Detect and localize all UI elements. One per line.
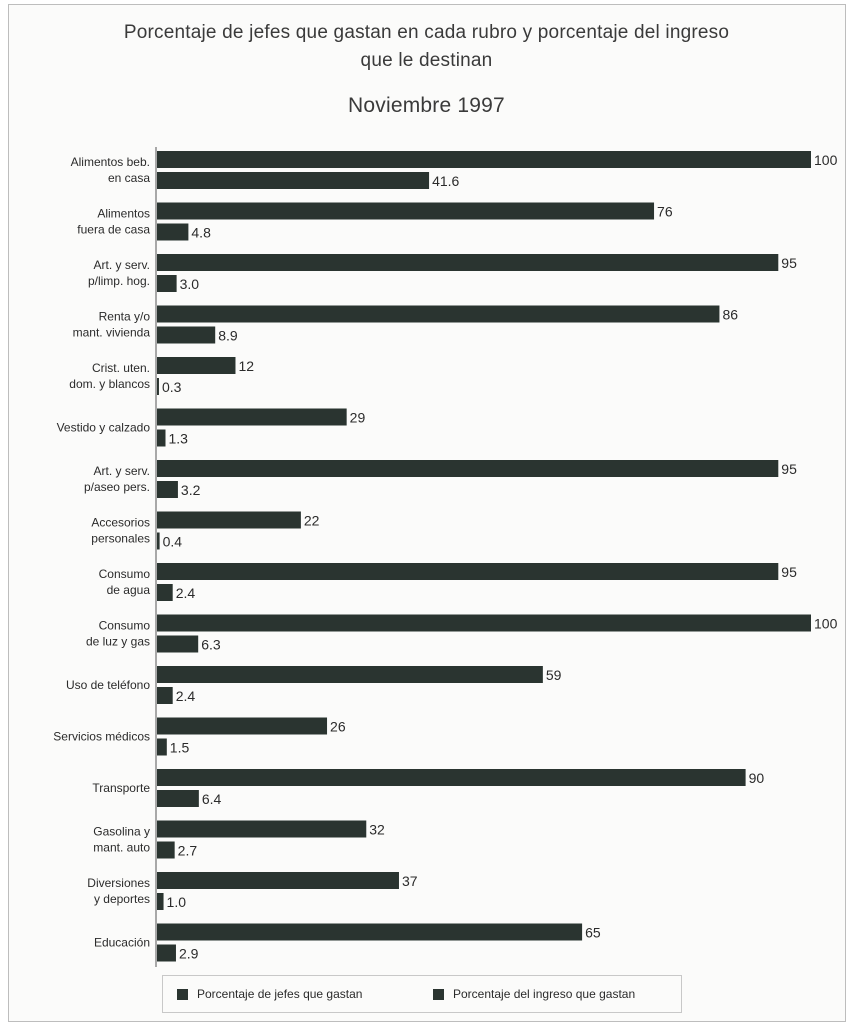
bar-jefes [157,511,301,529]
bar-ingreso [157,481,178,498]
bar-ingreso [157,326,216,344]
category-label: Transporte [92,781,150,795]
category-label: Alimentos beb. en casa [71,155,151,185]
category-label: Gasolina y mant. auto [93,825,150,855]
bars-group [157,151,811,962]
bar-jefes [157,305,720,323]
bar-ingreso [157,893,164,910]
value-label-ingreso: 2.9 [179,946,199,962]
bar-jefes [157,408,347,426]
legend: Porcentaje de jefes que gastan Porcentaj… [162,975,682,1013]
value-label-jefes: 100 [814,152,838,168]
value-label-ingreso: 6.3 [201,637,221,653]
legend-item-jefes: Porcentaje de jefes que gastan [177,987,362,1001]
bar-ingreso [157,429,166,447]
value-label-jefes: 95 [781,255,797,271]
bar-jefes [157,769,746,786]
chart-title-line-1: Porcentaje de jefes que gastan en cada r… [123,22,730,43]
bar-jefes [157,666,543,683]
value-label-ingreso: 2.7 [178,843,198,859]
category-label: Art. y serv. p/aseo pers. [84,464,150,494]
category-label: Vestido y calzado [57,421,151,435]
bar-chart: Alimentos beb. en casa 100 41.6 Alimentos fue… [53,147,838,967]
value-label-ingreso: 3.0 [180,276,200,292]
legend-swatch-ingreso [433,988,444,1000]
chart-subtitle: Noviembre 1997 [348,94,505,117]
bar-jefes [157,357,236,374]
bar-jefes [157,563,779,580]
bar-ingreso [157,275,177,292]
value-label-ingreso: 6.4 [202,791,222,807]
value-label-jefes: 29 [350,410,366,426]
value-label-jefes: 95 [781,461,797,477]
bar-jefes [157,820,367,838]
bar-jefes [157,614,811,632]
category-label: Consumo de agua [99,567,151,597]
category-label: Crist. uten. dom. y blancos [69,361,150,391]
category-label: Servicios médicos [53,730,150,744]
legend-label-jefes: Porcentaje de jefes que gastan [197,987,363,1001]
legend-label-ingreso: Porcentaje del ingreso que gastan [453,987,636,1001]
chart-title-line-2: que le destinan [360,50,493,71]
bar-ingreso [157,635,199,653]
value-label-jefes: 59 [546,667,562,683]
value-label-ingreso: 3.2 [181,482,201,498]
bar-ingreso [157,172,430,189]
value-label-jefes: 100 [814,616,838,632]
bar-ingreso [157,687,173,704]
bar-ingreso [157,223,189,241]
value-label-jefes: 22 [304,513,320,529]
bar-jefes [157,923,583,941]
category-label: Accesorios personales [91,516,150,546]
value-label-jefes: 95 [781,564,797,580]
category-label: Alimentos fuera de casa [77,207,150,237]
bar-ingreso [157,738,167,756]
bar-ingreso [157,584,173,601]
category-label: Consumo de luz y gas [86,619,150,649]
value-label-jefes: 32 [369,822,385,838]
bar-jefes [157,717,328,735]
value-label-jefes: 76 [657,204,673,220]
value-label-ingreso: 8.9 [218,328,238,344]
value-label-ingreso: 4.8 [191,225,211,241]
bar-jefes [157,254,779,271]
labels-group: Alimentos beb. en casa 100 41.6 Alimentos fue… [53,152,837,962]
legend-swatch-jefes [177,988,188,1000]
bar-jefes [157,872,399,889]
bar-ingreso [157,378,159,395]
value-label-jefes: 90 [749,770,765,786]
category-label: Renta y/o mant. vivienda [73,310,151,340]
value-label-ingreso: 2.4 [176,688,196,704]
bar-jefes [157,202,655,220]
bar-ingreso [157,944,176,962]
value-label-ingreso: 1.5 [170,740,190,756]
value-label-ingreso: 41.6 [432,173,459,189]
value-label-ingreso: 1.0 [167,894,187,910]
bar-ingreso [157,841,175,859]
bar-jefes [157,151,811,168]
bar-ingreso [157,532,160,550]
category-label: Educación [94,936,150,950]
bar-jefes [157,460,779,477]
value-label-ingreso: 0.3 [162,379,182,395]
value-label-jefes: 26 [330,719,346,735]
value-label-jefes: 86 [722,307,738,323]
category-label: Diversiones y deportes [87,876,150,906]
value-label-jefes: 12 [238,358,254,374]
category-label: Art. y serv. p/limp. hog. [88,258,150,288]
value-label-ingreso: 0.4 [163,534,183,550]
category-label: Uso de teléfono [66,678,150,692]
bar-ingreso [157,790,199,807]
value-label-jefes: 37 [402,873,418,889]
value-label-ingreso: 1.3 [169,431,189,447]
value-label-ingreso: 2.4 [176,585,196,601]
legend-item-ingreso: Porcentaje del ingreso que gastan [433,987,635,1001]
value-label-jefes: 65 [585,925,601,941]
